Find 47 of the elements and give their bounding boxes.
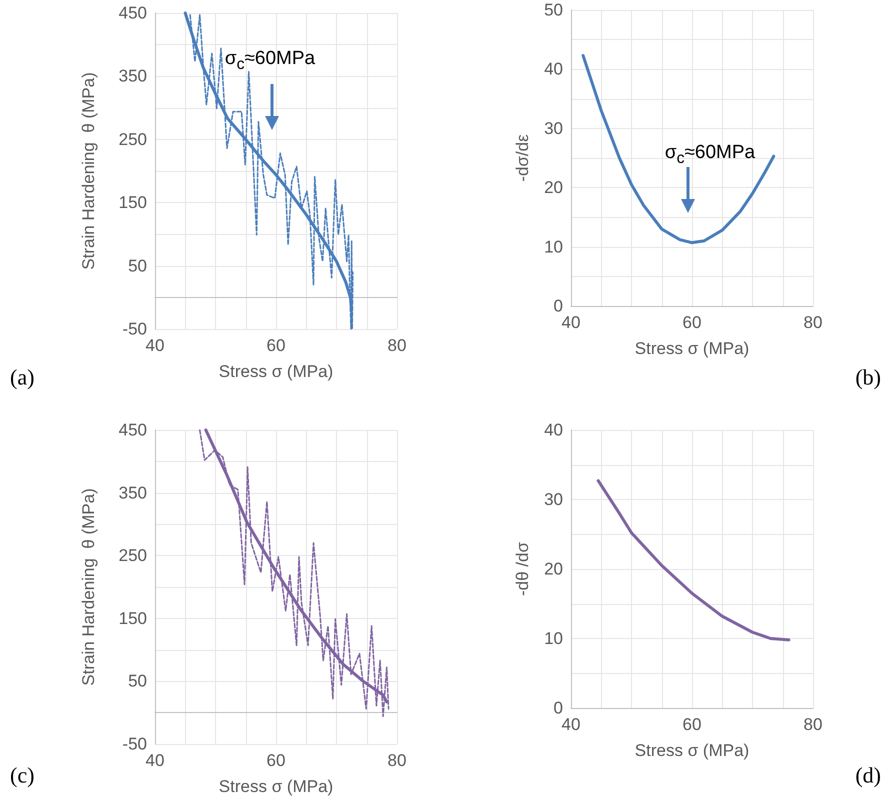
y-tick-label: 40 [544, 420, 563, 440]
y-tick-label: 20 [544, 178, 563, 198]
y-tick-label: 150 [118, 608, 147, 628]
text: (d) [855, 762, 882, 788]
x-tick-label: 40 [146, 336, 164, 355]
text: (a) [10, 364, 34, 390]
x-axis-title: Stress σ (MPa) [634, 741, 750, 760]
annotation: σ$_{c}$≈60MPa [224, 48, 316, 74]
y-tick-label: 350 [118, 66, 147, 86]
x-tick-label: 80 [388, 336, 406, 355]
x-axis-title: Stress σ (MPa) [634, 339, 750, 358]
y-tick-label: -50 [122, 734, 147, 754]
annotation: σ$_{c}$≈60MPa [664, 142, 756, 168]
x-tick-label: 60 [682, 715, 702, 734]
y-tick-label: 0 [554, 698, 563, 718]
text: (c) [10, 762, 34, 788]
y-tick-label: 150 [118, 193, 147, 212]
y-tick-label: 450 [118, 4, 147, 22]
x-tick-label: 80 [804, 313, 822, 332]
y-axis-title: Strain Hardening θ (MPa) [79, 72, 98, 270]
y-tick-label: 50 [544, 0, 563, 20]
x-tick-label: 80 [388, 751, 406, 770]
text: (b) [855, 364, 882, 390]
y-tick-label: 450 [118, 420, 147, 440]
y-tick-label: 50 [128, 672, 147, 691]
y-tick-label: 30 [544, 118, 563, 138]
x-tick-label: 60 [266, 751, 286, 770]
x-tick-label: 80 [804, 715, 822, 734]
x-axis-title: Stress σ (MPa) [218, 777, 334, 796]
y-tick-label: 350 [118, 483, 147, 502]
x-tick-label: 40 [146, 751, 164, 770]
x-tick-label: 60 [266, 336, 286, 355]
y-tick-label: 10 [544, 237, 563, 256]
y-tick-label: 250 [118, 130, 147, 149]
y-axis-title: -dσ/dε [513, 134, 532, 182]
x-tick-label: 60 [682, 313, 702, 332]
y-tick-label: 250 [118, 546, 147, 566]
y-axis-title: Strain Hardening θ (MPa) [79, 488, 98, 686]
x-axis-title: Stress σ (MPa) [218, 362, 334, 381]
y-tick-label: 20 [544, 560, 563, 578]
y-tick-label: 30 [544, 490, 563, 509]
y-axis-title: -dθ /dσ [513, 542, 532, 596]
y-tick-label: 0 [554, 296, 563, 316]
y-tick-label: -50 [122, 320, 147, 338]
y-tick-label: 10 [544, 629, 563, 648]
y-tick-label: 40 [544, 60, 563, 79]
y-tick-label: 50 [128, 256, 147, 276]
